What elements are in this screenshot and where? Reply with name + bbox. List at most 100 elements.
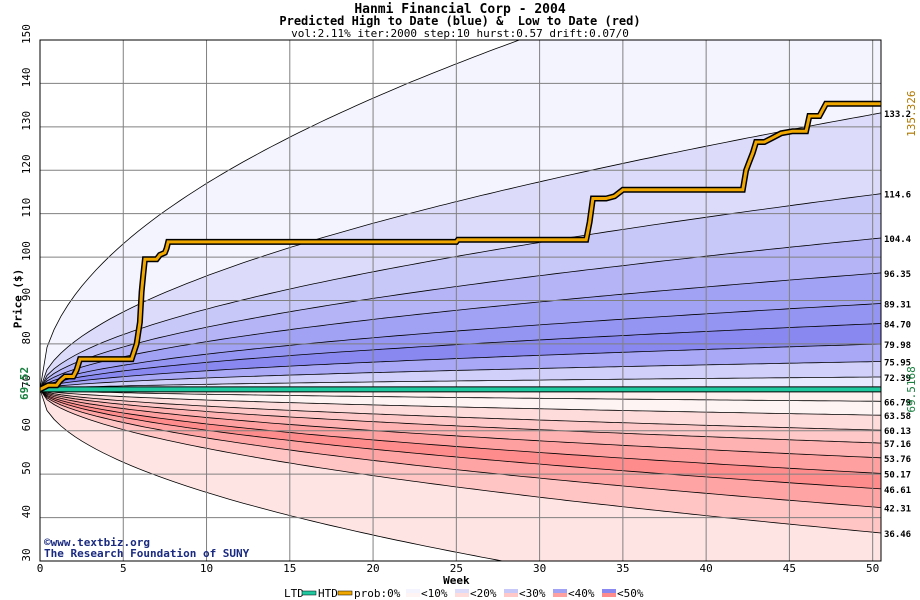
x-tick-label: 45	[783, 562, 796, 575]
upper-band-9	[40, 377, 881, 390]
x-tick-label: 50	[866, 562, 879, 575]
right-value-label: 72.39	[884, 374, 911, 384]
legend-item-label: <20%	[470, 587, 497, 600]
x-tick-label: 20	[366, 562, 379, 575]
lower-band-5	[40, 389, 881, 458]
chart-subtitle: Predicted High to Date (blue) & Low to D…	[279, 14, 641, 28]
contour-line-17	[40, 389, 881, 444]
upper-band-3	[40, 238, 881, 390]
legend-swatch-bottom	[406, 593, 420, 597]
x-tick-label: 40	[700, 562, 713, 575]
start-price-label: 69.52	[18, 367, 31, 400]
right-value-label: 89.31	[884, 300, 911, 310]
right-value-label: 57.16	[884, 440, 911, 450]
lower-band-7	[40, 389, 881, 431]
x-tick-label: 10	[200, 562, 213, 575]
lower-band-2	[40, 389, 881, 508]
legend-prob-label: prob:0%	[354, 587, 401, 600]
right-value-label: 60.13	[884, 427, 911, 437]
legend-htd-swatch	[337, 590, 353, 596]
y-tick-label: 60	[20, 418, 33, 431]
y-tick-label: 120	[20, 154, 33, 174]
legend-swatch-top	[455, 589, 469, 593]
legend-item-label: <30%	[519, 587, 546, 600]
right-value-label: 79.98	[884, 341, 911, 351]
y-tick-label: 110	[20, 198, 33, 218]
plot-area	[40, 40, 881, 561]
upper-band-5	[40, 303, 881, 390]
legend-swatch-top	[553, 589, 567, 593]
contour-line-5	[40, 303, 881, 390]
lower-band-3	[40, 389, 881, 489]
x-tick-label: 30	[533, 562, 546, 575]
y-tick-label: 30	[20, 548, 33, 561]
x-tick-label: 25	[450, 562, 463, 575]
htd-line	[40, 102, 881, 391]
contour-line-15	[40, 389, 881, 474]
upper-band-2	[40, 193, 881, 390]
right-value-label: 46.61	[884, 486, 911, 496]
legend-htd-label: HTD	[318, 587, 338, 600]
lower-band-1	[40, 389, 881, 533]
legend-swatch-top	[406, 589, 420, 593]
legend-swatch-top	[602, 589, 616, 593]
contour-line-1	[40, 112, 881, 390]
lower-band-6	[40, 389, 881, 444]
right-value-label: 50.17	[884, 470, 911, 480]
y-tick-label: 150	[20, 24, 33, 44]
contour-line-11	[40, 389, 505, 561]
contour-line-7	[40, 343, 881, 390]
right-value-label: 53.76	[884, 455, 911, 465]
contour-line-13	[40, 389, 881, 508]
x-axis-label: Week	[443, 574, 470, 587]
contour-line-0	[40, 40, 521, 390]
x-tick-label: 5	[120, 562, 127, 575]
legend-item-label: <50%	[617, 587, 644, 600]
right-value-label: 42.31	[884, 505, 911, 515]
contour-line-4	[40, 272, 881, 390]
legend-swatch-bottom	[455, 593, 469, 597]
contour-line-20	[40, 389, 881, 402]
legend-item-label: <40%	[568, 587, 595, 600]
watermark-line-1: ©www.textbiz.org	[44, 536, 150, 549]
upper-band-6	[40, 323, 881, 390]
y-tick-label: 40	[20, 505, 33, 518]
upper-band-1	[40, 112, 881, 390]
contour-line-2	[40, 193, 881, 390]
contour-line-19	[40, 389, 881, 416]
contour-line-3	[40, 237, 881, 390]
contour-line-14	[40, 389, 881, 490]
legend-swatch-top	[504, 589, 518, 593]
right-value-label: 104.4	[884, 235, 912, 245]
y-tick-label: 80	[20, 331, 33, 344]
contour-line-8	[40, 361, 881, 390]
contour-line-16	[40, 389, 881, 459]
upper-band-0	[40, 40, 881, 390]
y-tick-label: 70	[20, 375, 33, 388]
right-value-label: 36.46	[884, 530, 911, 540]
contour-line-9	[40, 376, 881, 390]
x-tick-label: 35	[616, 562, 629, 575]
right-value-label: 84.70	[884, 321, 911, 331]
right-value-label: 75.95	[884, 359, 911, 369]
y-tick-label: 140	[20, 67, 33, 87]
lower-band-4	[40, 389, 881, 474]
watermark-line-2: The Research Foundation of SUNY	[44, 547, 250, 560]
legend-ltd-swatch	[301, 590, 317, 596]
y-tick-label: 90	[20, 288, 33, 301]
upper-band-7	[40, 344, 881, 390]
legend-ltd-label: LTD	[284, 587, 304, 600]
lower-band-8	[40, 389, 881, 416]
y-tick-label: 130	[20, 111, 33, 131]
contour-line-18	[40, 389, 881, 431]
right-value-label: 66.79	[884, 398, 911, 408]
x-tick-label: 0	[37, 562, 44, 575]
plot-frame	[39, 39, 882, 562]
legend-swatch-bottom	[553, 593, 567, 597]
legend-swatch-bottom	[504, 593, 518, 597]
right-value-label: 133.2	[884, 110, 911, 120]
right-value-label: 63.58	[884, 412, 911, 422]
contour-line-12	[40, 389, 881, 534]
y-tick-label: 100	[20, 241, 33, 261]
